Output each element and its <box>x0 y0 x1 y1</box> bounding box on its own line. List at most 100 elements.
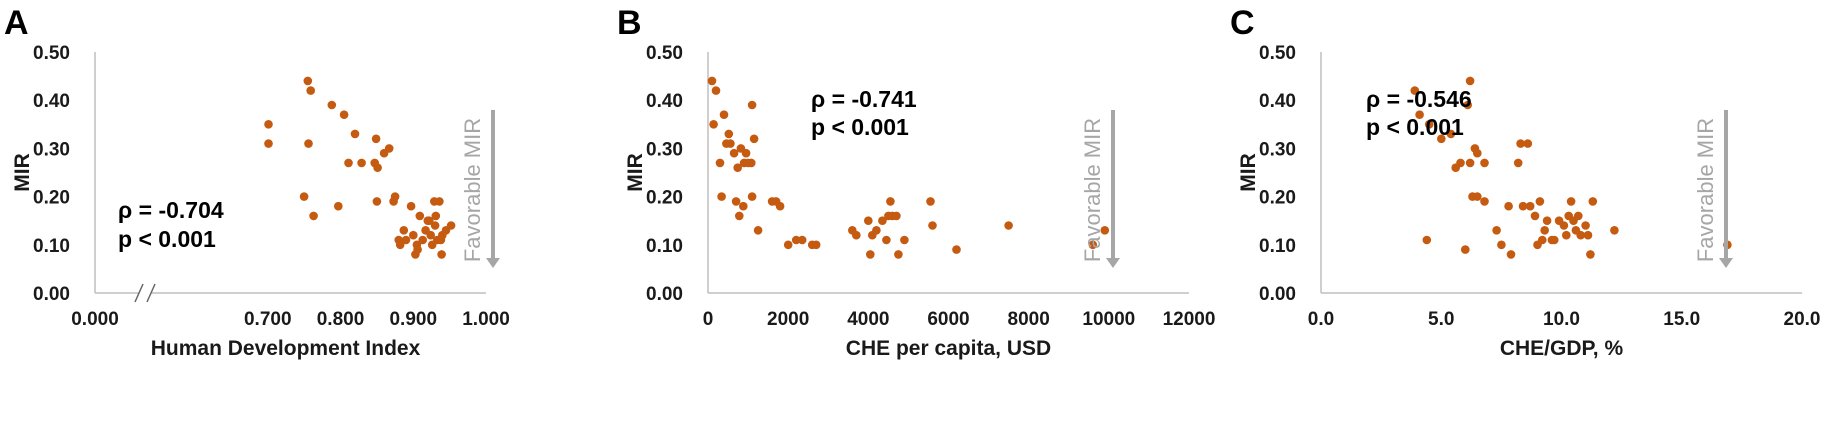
data-point <box>791 235 801 245</box>
data-point <box>729 148 739 158</box>
data-point <box>264 139 273 148</box>
favorable-mir-label: Favorable MIR <box>460 118 485 262</box>
favorable-arrow-head <box>1719 258 1733 268</box>
data-point <box>1422 235 1432 245</box>
data-point <box>892 211 901 221</box>
data-point <box>1004 221 1013 230</box>
data-point <box>711 86 721 95</box>
data-point <box>304 139 313 148</box>
data-point <box>409 230 418 240</box>
x-axis-title: CHE/GDP, % <box>1500 337 1624 360</box>
data-point <box>1465 158 1475 168</box>
data-point <box>739 201 748 211</box>
x-tick-label: 0.0 <box>1308 309 1334 330</box>
data-point <box>878 216 887 225</box>
data-point <box>426 230 436 240</box>
y-tick-label: 0.50 <box>646 43 683 64</box>
data-point <box>715 158 725 168</box>
data-point <box>724 129 734 139</box>
data-point <box>1461 245 1470 254</box>
y-tick-label: 0.40 <box>646 91 683 112</box>
y-tick-label: 0.30 <box>1259 139 1296 160</box>
data-point <box>344 158 353 168</box>
data-point <box>327 100 337 110</box>
data-point <box>1088 240 1098 250</box>
data-point <box>719 110 729 119</box>
data-point <box>894 250 903 259</box>
data-point <box>783 240 793 250</box>
data-point <box>372 197 382 206</box>
x-tick-label: 0.900 <box>389 309 437 330</box>
y-axis-title: MIR <box>11 153 34 192</box>
data-point <box>1583 230 1593 240</box>
x-tick-label: 1.000 <box>462 309 510 330</box>
data-point <box>864 216 873 225</box>
data-point <box>747 192 757 201</box>
y-tick-label: 0.10 <box>33 236 70 257</box>
y-tick-label: 0.50 <box>33 43 70 64</box>
data-point <box>1446 129 1456 139</box>
data-point <box>435 197 444 206</box>
data-point <box>733 163 742 172</box>
data-point <box>395 240 405 250</box>
data-point <box>726 139 735 148</box>
x-axis-title: CHE per capita, USD <box>846 337 1051 360</box>
panel-label-a: A <box>4 4 29 42</box>
rho-annotation: ρ = -0.704 <box>118 197 224 223</box>
x-tick-label: 6000 <box>927 309 969 330</box>
data-point <box>390 192 400 201</box>
data-point <box>735 211 744 221</box>
data-point <box>431 211 441 221</box>
data-point <box>1410 86 1420 95</box>
p-value-annotation: p < 0.001 <box>811 114 909 140</box>
y-tick-label: 0.30 <box>33 139 70 160</box>
data-point <box>1463 100 1472 110</box>
data-point <box>413 245 422 254</box>
data-point <box>900 235 909 245</box>
data-point <box>952 245 961 254</box>
data-point <box>852 230 861 240</box>
x-tick-label: 0.700 <box>244 309 292 330</box>
y-tick-label: 0.40 <box>1259 91 1296 112</box>
data-point <box>1586 250 1595 259</box>
data-point <box>866 250 875 259</box>
x-tick-label: 0.800 <box>317 309 365 330</box>
chart-panel-c: C 0.00 0.10 0.20 0.30 0.40 0.50 0.0 5.0 10.0 15.0… <box>1230 4 1821 360</box>
panel-label-b: B <box>617 4 642 42</box>
data-point <box>371 134 381 144</box>
data-point <box>886 197 895 206</box>
data-point <box>399 226 409 235</box>
data-point <box>1550 235 1559 245</box>
data-point <box>339 110 349 119</box>
data-point <box>425 216 434 225</box>
x-tick-label: 15.0 <box>1663 309 1700 330</box>
y-tick-label: 0.50 <box>1259 43 1296 64</box>
data-point <box>747 100 757 110</box>
data-point <box>1574 211 1583 221</box>
favorable-arrow-head <box>1106 258 1120 268</box>
axis-break-gap <box>139 289 151 297</box>
data-point <box>1437 134 1446 144</box>
x-tick-label: 20.0 <box>1784 309 1821 330</box>
y-tick-label: 0.10 <box>1259 236 1296 257</box>
favorable-arrow-head <box>486 258 500 268</box>
plot-area-a: 0.00 0.10 0.20 0.30 0.40 0.50 0.000 0.700 0.800 0… <box>11 43 510 360</box>
x-tick-label: 4000 <box>847 309 889 330</box>
data-point <box>357 158 366 168</box>
data-point <box>882 235 891 245</box>
y-tick-label: 0.20 <box>646 188 683 209</box>
x-tick-label: 0 <box>703 309 714 330</box>
data-point <box>1610 226 1619 235</box>
data-point <box>1540 226 1549 235</box>
y-tick-label: 0.40 <box>33 91 70 112</box>
data-point <box>418 235 428 245</box>
data-point <box>1100 226 1110 235</box>
data-point <box>1473 148 1482 158</box>
favorable-mir-label: Favorable MIR <box>1693 118 1718 262</box>
chart-panel-a: A 0.00 0.10 0.20 0.30 0.40 0.50 0.000 0.700 0.80… <box>4 4 510 360</box>
data-point <box>1415 110 1424 119</box>
data-point <box>373 163 382 172</box>
rho-annotation: ρ = -0.741 <box>811 86 917 112</box>
data-point <box>1492 226 1501 235</box>
data-point <box>1516 139 1525 148</box>
